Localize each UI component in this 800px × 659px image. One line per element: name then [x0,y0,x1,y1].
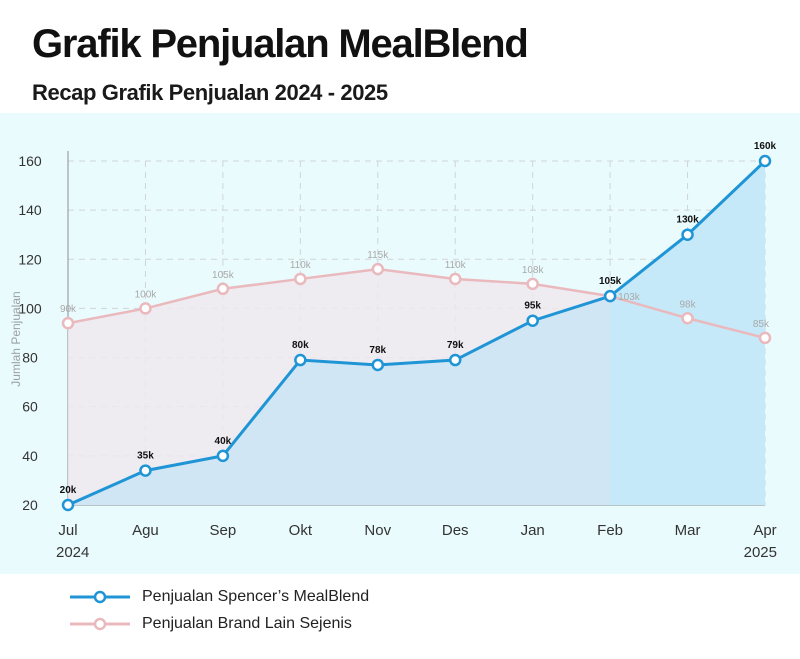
data-label-mealblend-5: 79k [447,340,464,351]
y-tick-label-2: 60 [22,399,38,415]
legend-line-marker-icon [70,617,130,631]
chart-panel: 20 40 60 80 100 120 140 160 Jumlah Penjualan Jul 2… [0,113,800,574]
area-mealblend-growth [610,161,765,505]
legend-line-marker-icon [70,590,130,604]
area-mealblend [68,161,765,505]
data-label-mealblend-9: 160k [754,141,777,152]
y-tick-label-3: 80 [22,350,38,366]
x-tick-label-9: Apr [753,522,776,539]
point-mealblend-0 [61,498,75,512]
data-label-other-brand-9: 85k [753,319,770,330]
x-tick-label-1: Agu [132,522,159,539]
page-subtitle: Recap Grafik Penjualan 2024 - 2025 [32,80,388,105]
data-label-mealblend-7: 105k [599,276,622,287]
point-other-brand-1 [139,302,152,315]
x-tick-label-8: Mar [675,522,701,539]
data-label-other-brand-5: 110k [445,260,467,271]
point-mealblend-5 [448,353,462,367]
data-label-mealblend-4: 78k [369,345,386,356]
point-mealblend-4 [371,358,385,372]
y-tick-label-1: 40 [22,448,38,464]
line-other-brand [67,267,766,340]
y-tick-label-4: 100 [18,300,42,316]
x-tick-label-5: Des [442,522,469,539]
data-label-other-brand-1: 100k [135,289,158,300]
line-mealblend [67,159,767,507]
data-label-other-brand-0: 90k [60,304,77,315]
data-label-other-brand-8: 98k [679,299,696,310]
legend-item-mealblend[interactable]: Penjualan Spencer’s MealBlend [70,584,369,610]
y-tick-label-6: 140 [18,202,42,218]
legend-label-other-brand: Penjualan Brand Lain Sejenis [142,615,352,632]
point-mealblend-8 [681,228,694,241]
x-tick-label-4: Nov [364,522,391,539]
data-label-mealblend-6: 95k [524,301,541,312]
data-label-other-brand-6: 108k [522,265,545,276]
data-label-other-brand-4: 115k [367,250,389,261]
data-label-mealblend-0: 20k [60,485,77,496]
x-tick-label-0: Jul [58,522,77,539]
x-tick-label-6: Jan [521,522,545,539]
data-label-mealblend-3: 80k [292,340,309,351]
data-label-other-brand-3: 110k [290,260,312,271]
point-other-brand-5 [448,272,462,286]
point-mealblend-7 [603,289,617,303]
legend-item-other-brand[interactable]: Penjualan Brand Lain Sejenis [70,611,369,637]
sales-area-chart: 20 40 60 80 100 120 140 160 Jumlah Penjualan Jul 2… [9,141,777,561]
point-mealblend-1 [139,464,152,477]
point-mealblend-6 [526,314,539,327]
y-axis-title: Jumlah Penjualan [9,291,23,386]
data-label-mealblend-8: 130k [676,215,699,226]
point-mealblend-3 [294,353,307,367]
point-other-brand-2 [216,282,230,296]
point-other-brand-9 [758,331,772,345]
point-mealblend-9 [758,154,772,168]
x-year-label-0: 2024 [56,544,89,561]
y-tick-label-5: 120 [18,251,42,267]
point-other-brand-4 [371,262,385,276]
data-label-mealblend-2: 40k [215,436,232,447]
x-tick-label-2: Sep [210,522,237,539]
data-label-other-brand-7: 103k [618,292,641,303]
point-other-brand-3 [294,272,307,286]
point-other-brand-0 [61,316,75,330]
point-other-brand-8 [681,312,694,325]
data-label-other-brand-2: 105k [212,270,235,281]
point-other-brand-6 [526,277,539,291]
y-tick-label-0: 20 [22,497,38,513]
y-tick-label-7: 160 [18,153,42,169]
x-tick-label-7: Feb [597,522,623,539]
page-title: Grafik Penjualan MealBlend [32,22,529,66]
data-label-mealblend-1: 35k [137,451,154,462]
legend-label-mealblend: Penjualan Spencer’s MealBlend [142,588,370,605]
x-year-label-9: 2025 [744,544,777,561]
chart-legend: Penjualan Spencer’s MealBlend Penjualan … [70,584,369,638]
x-tick-label-3: Okt [289,522,313,539]
point-mealblend-2 [216,449,230,463]
